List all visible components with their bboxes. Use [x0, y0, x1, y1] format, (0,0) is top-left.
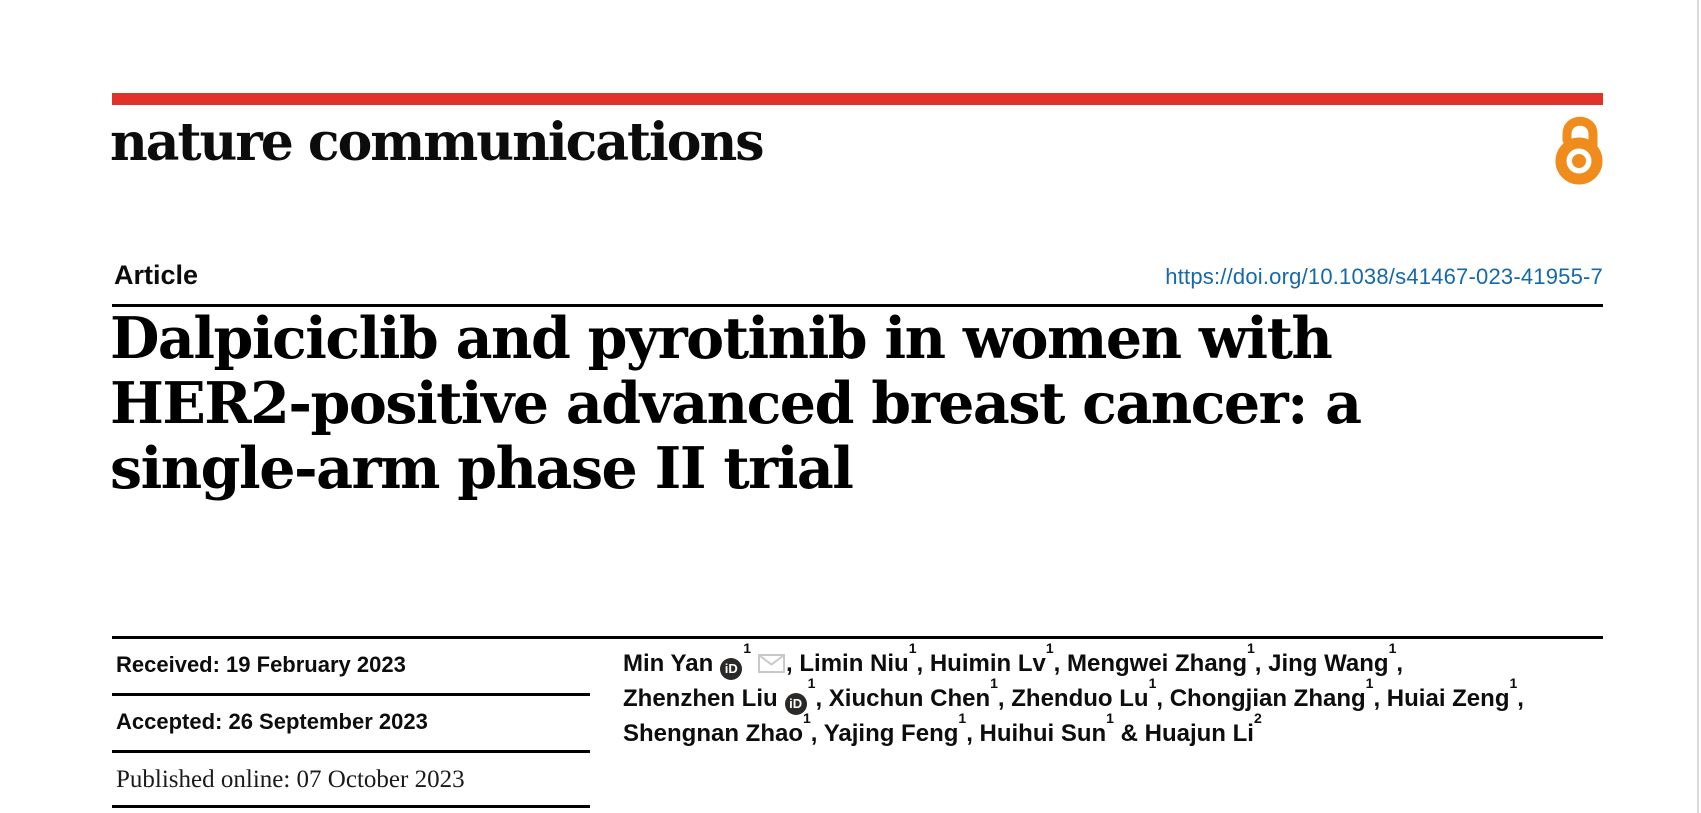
- title-line-1: Dalpiciclib and pyrotinib in women with: [110, 305, 1333, 372]
- title-line-3: single-arm phase II trial: [110, 435, 854, 502]
- article-type-label: Article: [114, 260, 199, 290]
- affiliation-sup: 1: [1148, 675, 1157, 691]
- author-name: Min Yan: [623, 650, 714, 677]
- author-name: , Limin Niu: [786, 650, 909, 677]
- author-line-1: Min Yan iD1, Limin Niu1, Huimin Lv1, Meng…: [623, 641, 1623, 683]
- published-date: Published online: 07 October 2023: [116, 766, 465, 793]
- affiliation-sup: 1: [958, 710, 967, 726]
- open-access-icon: [1553, 106, 1605, 186]
- title-line-2: HER2-positive advanced breast cancer: a: [110, 370, 1362, 437]
- meta-divider-4: [112, 805, 590, 808]
- paper-title: Dalpiciclib and pyrotinib in women with H…: [110, 306, 1510, 501]
- affiliation-sup: 1: [908, 640, 917, 656]
- author-name: , Zhenduo Lu: [997, 685, 1149, 712]
- brand-red-bar: [112, 93, 1603, 105]
- affiliation-sup: 2: [1253, 710, 1262, 726]
- meta-divider-2: [112, 693, 590, 696]
- author-name: Shengnan Zhao: [623, 720, 803, 747]
- meta-top-divider: [112, 636, 1603, 639]
- author-name: Zhenzhen Liu: [623, 685, 778, 712]
- journal-logo: nature communications: [110, 112, 765, 173]
- meta-divider-3: [112, 750, 590, 753]
- header-divider: [112, 304, 1603, 307]
- author-line-2: Zhenzhen Liu iD1, Xiuchun Chen1, Zhenduo …: [623, 676, 1623, 716]
- affiliation-sup: 1: [1045, 640, 1054, 656]
- affiliation-sup: 1: [1365, 675, 1374, 691]
- author-name: , Xiuchun Chen: [815, 685, 991, 712]
- author-name: , Chongjian Zhang: [1156, 685, 1366, 712]
- author-name: & Huajun Li: [1113, 720, 1254, 747]
- author-name: , Huiai Zeng: [1373, 685, 1510, 712]
- author-name: , Huimin Lv: [916, 650, 1046, 677]
- email-envelope-icon[interactable]: [758, 648, 786, 683]
- affiliation-sup: 1: [1106, 710, 1114, 726]
- author-line-3: Shengnan Zhao1, Yajing Feng1, Huihui Sun…: [623, 711, 1623, 751]
- affiliation-sup: 1: [1388, 640, 1397, 656]
- author-name: , Yajing Feng: [810, 720, 959, 747]
- received-date: Received: 19 February 2023: [116, 652, 406, 677]
- affiliation-sup: 1: [1247, 640, 1255, 656]
- author-name: , Huihui Sun: [966, 720, 1107, 747]
- affiliation-sup: 1: [803, 710, 811, 726]
- affiliation-sup: 1: [807, 675, 816, 691]
- affiliation-sup: 1: [990, 675, 998, 691]
- separator: ,: [1396, 650, 1404, 677]
- orcid-icon[interactable]: iD: [784, 693, 807, 715]
- author-name: , Mengwei Zhang: [1053, 650, 1247, 677]
- affiliation-sup: 1: [1509, 675, 1518, 691]
- doi-link[interactable]: https://doi.org/10.1038/s41467-023-41955…: [1165, 264, 1603, 289]
- accepted-date: Accepted: 26 September 2023: [116, 709, 428, 734]
- separator: ,: [1517, 685, 1524, 712]
- affiliation-sup: 1: [743, 640, 752, 656]
- author-list: Min Yan iD1, Limin Niu1, Huimin Lv1, Meng…: [623, 641, 1623, 751]
- orcid-icon[interactable]: iD: [720, 658, 743, 680]
- author-name: , Jing Wang: [1254, 650, 1389, 677]
- page-edge-line: [1697, 0, 1699, 813]
